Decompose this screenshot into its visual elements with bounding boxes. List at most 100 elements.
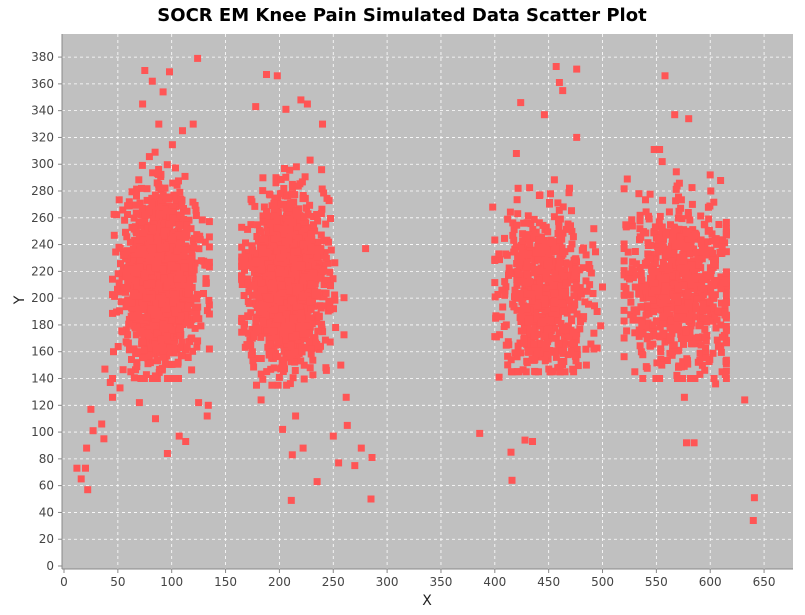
data-point xyxy=(189,275,197,283)
data-point xyxy=(683,439,690,447)
data-point xyxy=(571,339,578,347)
data-point xyxy=(268,255,276,263)
data-point xyxy=(172,164,179,172)
data-point xyxy=(678,215,686,223)
data-point xyxy=(240,324,248,332)
data-point xyxy=(281,265,289,273)
data-point xyxy=(114,285,121,293)
data-point xyxy=(275,338,282,346)
data-point xyxy=(152,415,159,423)
data-point xyxy=(109,275,116,283)
data-point xyxy=(686,375,694,382)
data-point xyxy=(139,229,147,237)
data-point xyxy=(166,254,174,262)
data-point xyxy=(255,293,263,301)
data-point xyxy=(141,270,149,278)
data-point xyxy=(550,213,558,221)
data-point xyxy=(270,199,278,207)
y-axis-label: Y xyxy=(12,295,28,305)
data-point xyxy=(357,444,365,452)
data-point xyxy=(169,214,177,222)
data-point xyxy=(260,285,268,293)
data-point xyxy=(138,204,146,212)
data-point xyxy=(569,365,577,373)
data-point xyxy=(620,306,628,314)
data-point xyxy=(711,311,719,319)
data-point xyxy=(637,303,645,311)
data-point xyxy=(559,87,567,95)
data-point xyxy=(202,279,210,287)
data-point xyxy=(521,436,529,444)
y-tick-label: 380 xyxy=(31,50,54,64)
data-point xyxy=(292,303,300,311)
data-point xyxy=(722,323,730,330)
data-point xyxy=(298,313,306,321)
data-point xyxy=(690,285,698,293)
data-point xyxy=(504,215,512,223)
data-point xyxy=(116,307,124,315)
data-point xyxy=(699,333,707,341)
data-point xyxy=(111,292,119,300)
data-point xyxy=(252,317,260,325)
data-point xyxy=(238,262,246,270)
data-point xyxy=(549,367,557,375)
data-point xyxy=(173,239,181,247)
data-point xyxy=(314,327,322,335)
data-point xyxy=(710,375,718,382)
data-point xyxy=(643,302,651,310)
data-point xyxy=(285,316,293,323)
data-point xyxy=(179,275,187,283)
y-tick-label: 40 xyxy=(39,505,54,519)
data-point xyxy=(177,343,185,351)
data-point xyxy=(326,268,334,276)
data-point xyxy=(567,222,574,230)
data-point xyxy=(322,220,330,228)
data-point xyxy=(258,266,266,274)
data-point xyxy=(514,270,522,278)
data-point xyxy=(292,207,300,215)
data-point xyxy=(245,249,253,257)
data-point xyxy=(636,233,644,241)
data-point xyxy=(205,301,213,309)
data-point xyxy=(340,331,348,339)
data-point xyxy=(707,246,715,254)
data-point xyxy=(567,340,575,348)
data-point xyxy=(516,256,524,264)
data-point xyxy=(274,315,281,323)
data-point xyxy=(143,185,151,193)
data-point xyxy=(579,264,587,272)
data-point xyxy=(555,206,563,214)
data-point xyxy=(578,246,586,254)
data-point xyxy=(540,111,548,119)
data-point xyxy=(139,100,147,108)
data-point xyxy=(136,199,144,207)
x-tick-label: 550 xyxy=(645,575,668,589)
data-point xyxy=(191,259,199,267)
data-point xyxy=(297,96,305,104)
data-point xyxy=(270,205,278,213)
data-point xyxy=(242,239,249,247)
data-point xyxy=(317,231,325,239)
data-point xyxy=(175,316,183,324)
data-point xyxy=(695,261,703,269)
data-point xyxy=(555,340,563,348)
data-point xyxy=(278,364,285,372)
data-point xyxy=(280,347,288,355)
data-point xyxy=(551,347,559,355)
data-point xyxy=(126,346,133,354)
data-point xyxy=(307,316,315,324)
data-point xyxy=(703,318,711,326)
data-point xyxy=(292,270,300,277)
data-point xyxy=(254,221,262,229)
data-point xyxy=(649,299,657,307)
data-point xyxy=(645,294,653,302)
data-point xyxy=(593,308,601,315)
data-point xyxy=(184,290,192,298)
data-point xyxy=(712,380,720,388)
y-tick-label: 240 xyxy=(31,238,54,252)
y-tick-label: 20 xyxy=(39,532,54,546)
data-point xyxy=(684,212,692,220)
data-point xyxy=(568,315,575,323)
data-point xyxy=(673,314,681,322)
